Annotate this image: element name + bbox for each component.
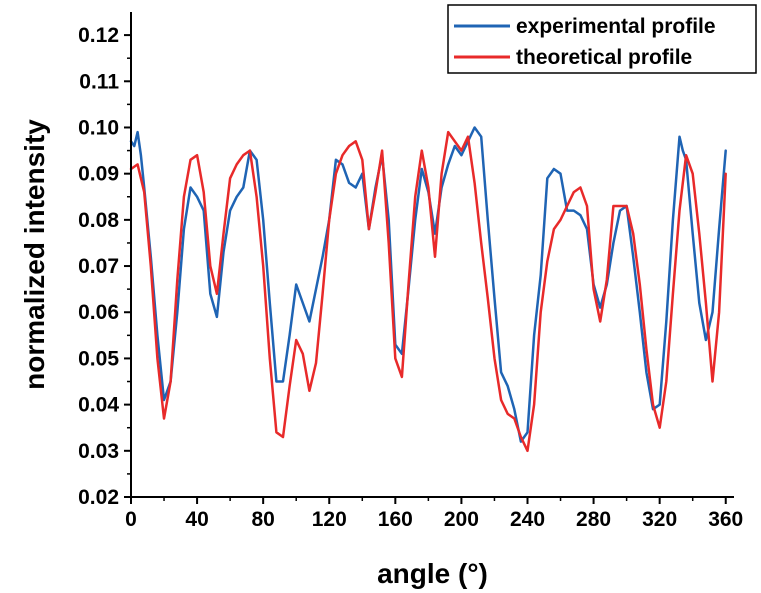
legend-label-theoretical: theoretical profile (516, 46, 692, 69)
y-tick-label: 0.11 (79, 70, 119, 93)
series-layer (129, 126, 727, 453)
x-tick-label: 0 (125, 508, 137, 531)
y-tick-label: 0.07 (78, 255, 119, 278)
y-tick-label: 0.08 (78, 209, 119, 232)
y-tick-label: 0.06 (78, 301, 119, 324)
y-tick-label: 0.02 (78, 486, 119, 509)
x-tick-label: 280 (576, 508, 611, 531)
x-tick-label: 40 (185, 508, 208, 531)
y-axis-ticks: 0.02 0.03 0.04 0.05 0.06 0.07 0.08 0.09 0.10 0.11… (78, 24, 131, 509)
y-tick-label: 0.12 (78, 24, 119, 47)
y-tick-label: 0.10 (78, 116, 119, 139)
series-line-experimental (129, 126, 727, 443)
x-tick-label: 160 (378, 508, 413, 531)
legend-label-experimental: experimental profile (516, 15, 716, 38)
x-tick-label: 240 (510, 508, 545, 531)
x-tick-label: 200 (444, 508, 479, 531)
x-tick-label: 320 (642, 508, 677, 531)
series-line-theoretical (129, 130, 727, 453)
x-axis-title: angle (°) (377, 558, 488, 589)
x-tick-label: 80 (251, 508, 274, 531)
x-tick-label: 120 (312, 508, 347, 531)
x-tick-label: 360 (708, 508, 743, 531)
legend: experimental profile theoretical profile (447, 4, 757, 74)
y-tick-label: 0.04 (78, 394, 119, 417)
y-tick-label: 0.03 (78, 440, 119, 463)
x-axis-ticks: 0 40 80 120 160 200 240 280 320 360 (125, 497, 743, 531)
axes-layer (130, 12, 734, 498)
y-tick-label: 0.09 (78, 163, 119, 186)
y-axis-title: normalized intensity (19, 119, 50, 390)
legend-box (447, 4, 757, 74)
y-tick-label: 0.05 (78, 347, 119, 370)
